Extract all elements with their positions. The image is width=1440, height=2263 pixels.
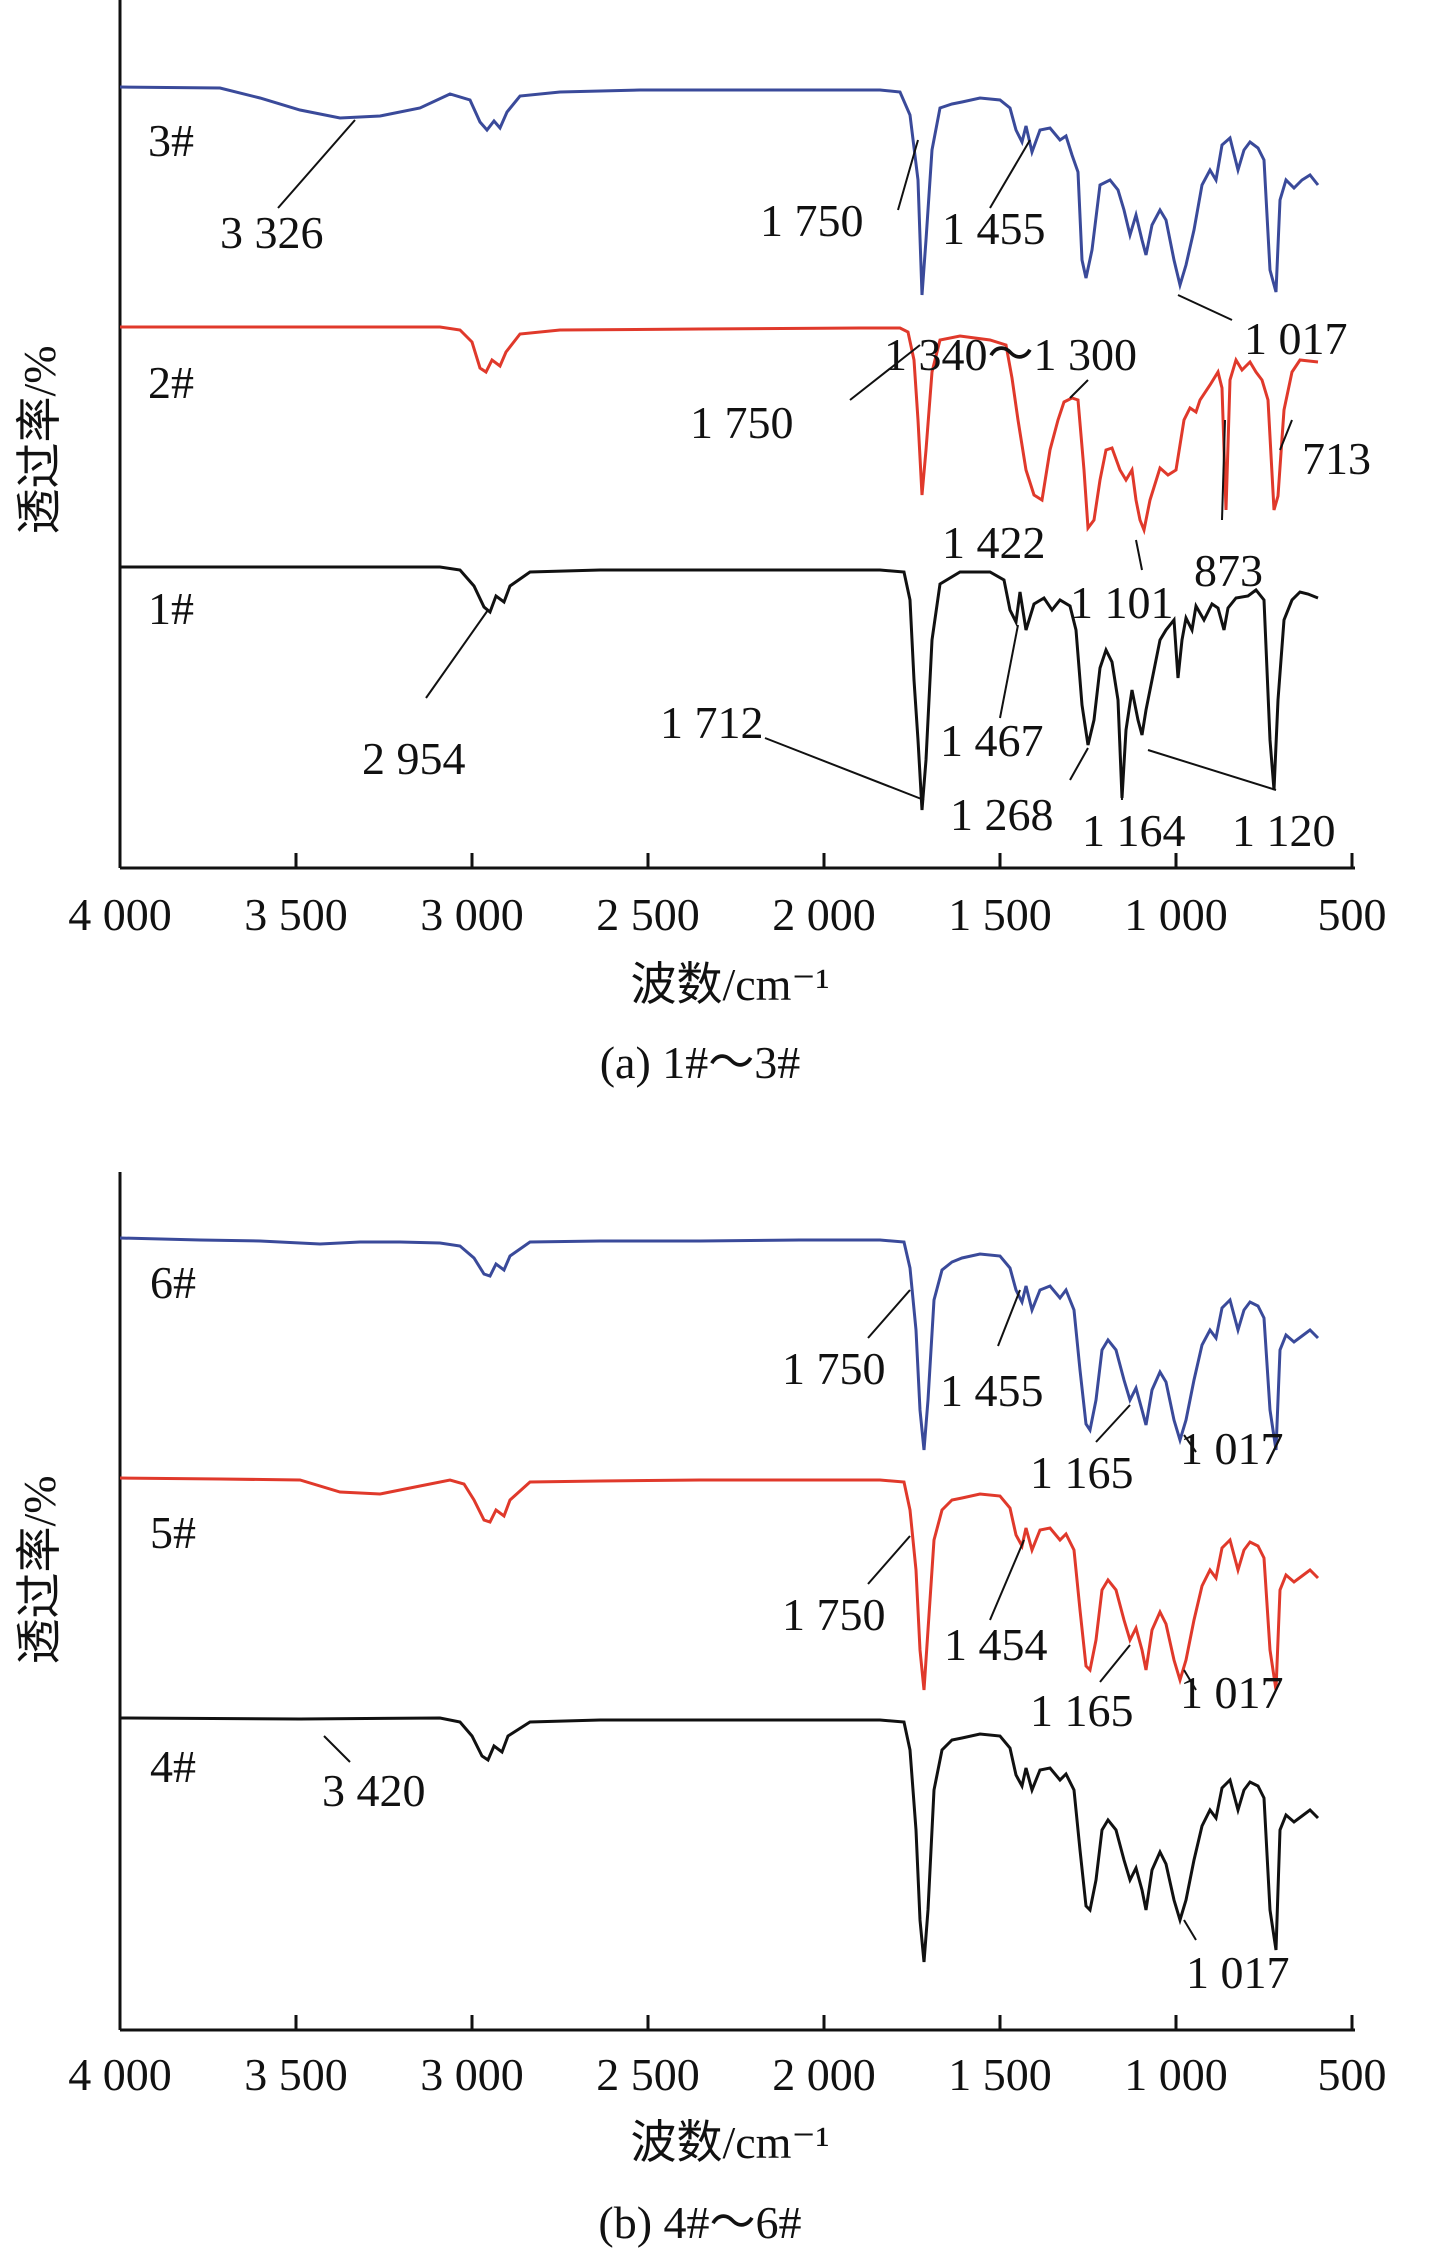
- peak-label: 1 165: [1030, 1685, 1134, 1736]
- x-tick-label: 3 500: [244, 2049, 348, 2100]
- peak-label: 1 467: [940, 715, 1044, 766]
- peak-label: 1 268: [950, 789, 1054, 840]
- x-tick-marks: [118, 853, 1354, 868]
- peak-label: 1 750: [782, 1343, 886, 1394]
- peak-label: 3 420: [322, 1765, 426, 1816]
- peak-label: 1 750: [782, 1589, 886, 1640]
- peak-label: 1 712: [660, 697, 764, 748]
- x-tick-label: 2 500: [596, 2049, 700, 2100]
- peak-label: 713: [1302, 433, 1371, 484]
- peak-label: 3 326: [220, 207, 324, 258]
- x-tick-label: 2 500: [596, 889, 700, 940]
- x-tick-label: 2 000: [772, 889, 876, 940]
- x-tick-label: 1 500: [948, 2049, 1052, 2100]
- spectrum-chart-b: 4 000 3 500 3 000 2 500 2 000 1 500 1 00…: [14, 1172, 1387, 2248]
- x-tick-label: 1 000: [1124, 889, 1228, 940]
- panel-a: 4 000 3 500 3 000 2 500 2 000 1 500 1 00…: [0, 0, 1440, 1110]
- trace-label-4: 4#: [150, 1741, 196, 1792]
- x-tick-label: 500: [1318, 889, 1387, 940]
- peak-label: 1 017: [1186, 1947, 1290, 1998]
- trace-label-6: 6#: [150, 1257, 196, 1308]
- peak-label: 1 750: [760, 195, 864, 246]
- spectrum-line-1: [120, 565, 1319, 811]
- panel-caption-a: (a) 1#～3#: [600, 1037, 801, 1088]
- trace-label-1: 1#: [148, 583, 194, 634]
- peak-label: 1 120: [1232, 805, 1336, 856]
- peak-label: 1 165: [1030, 1447, 1134, 1498]
- trace-label-3: 3#: [148, 115, 194, 166]
- y-axis-label: 透过率/%: [14, 1475, 65, 1664]
- panel-b: 4 000 3 500 3 000 2 500 2 000 1 500 1 00…: [0, 1150, 1440, 2263]
- x-tick-label: 2 000: [772, 2049, 876, 2100]
- spectrum-line-4: [119, 1716, 1320, 1963]
- x-tick-label: 4 000: [68, 889, 172, 940]
- peak-label: 1 164: [1082, 805, 1186, 856]
- peak-label: 1 017: [1180, 1423, 1284, 1474]
- trace-label-2: 2#: [148, 357, 194, 408]
- spectrum-line-2: [120, 325, 1319, 536]
- peak-label: 1 017: [1244, 313, 1348, 364]
- x-tick-label: 3 500: [244, 889, 348, 940]
- peak-label: 873: [1194, 545, 1263, 596]
- x-tick-label: 3 000: [420, 889, 524, 940]
- x-axis-label: 波数/cm⁻¹: [630, 2117, 829, 2168]
- peak-label: 1 101: [1070, 577, 1174, 628]
- trace-label-5-text: 5#: [150, 1507, 196, 1558]
- trace-label-3-text: 3#: [148, 115, 194, 166]
- peak-label: 1 750: [690, 397, 794, 448]
- spectrum-line-5: [119, 1476, 1320, 1691]
- trace-label-2-text: 2#: [148, 357, 194, 408]
- trace-label-1-text: 1#: [148, 583, 194, 634]
- annotation-leaders: [277, 119, 1293, 801]
- panel-caption-b: (b) 4#～6#: [598, 2197, 801, 2248]
- spectrum-line-6: [119, 1236, 1320, 1451]
- trace-label-4-text: 4#: [150, 1741, 196, 1792]
- peak-label: 1 017: [1180, 1667, 1284, 1718]
- x-tick-marks: [118, 2015, 1354, 2030]
- x-tick-label: 1 500: [948, 889, 1052, 940]
- peak-label: 1 340～1 300: [884, 329, 1137, 380]
- peak-label: 1 422: [942, 517, 1046, 568]
- x-tick-label: 3 000: [420, 2049, 524, 2100]
- x-tick-label: 1 000: [1124, 2049, 1228, 2100]
- peak-label: 1 455: [942, 203, 1046, 254]
- peak-label: 1 454: [944, 1619, 1048, 1670]
- x-axis-label: 波数/cm⁻¹: [630, 959, 829, 1010]
- peak-label: 2 954: [362, 733, 466, 784]
- spectrum-line-3: [119, 85, 1320, 296]
- annotation-leaders: [323, 1289, 1197, 1941]
- x-tick-label: 4 000: [68, 2049, 172, 2100]
- x-tick-label: 500: [1318, 2049, 1387, 2100]
- y-axis-label: 透过率/%: [14, 345, 65, 534]
- spectrum-chart-a: 4 000 3 500 3 000 2 500 2 000 1 500 1 00…: [14, 0, 1387, 1088]
- trace-label-5: 5#: [150, 1507, 196, 1558]
- trace-label-6-text: 6#: [150, 1257, 196, 1308]
- peak-label: 1 455: [940, 1365, 1044, 1416]
